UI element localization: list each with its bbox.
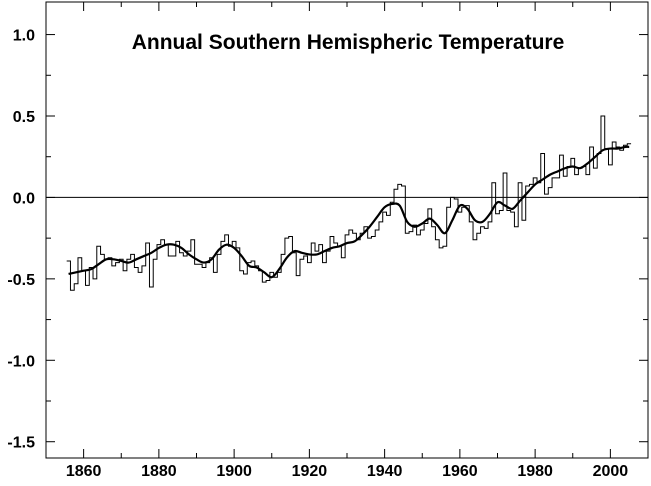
plot-frame [45, 1, 649, 459]
x-tick-label: 1860 [66, 463, 102, 480]
chart-title: Annual Southern Hemispheric Temperature [132, 31, 565, 54]
x-tick-label: 2000 [593, 463, 629, 480]
y-tick-label: 1.0 [13, 28, 35, 45]
x-tick-label: 1920 [292, 463, 328, 480]
smoothed-trend-line [68, 145, 630, 279]
y-tick-label: -0.5 [7, 272, 35, 289]
x-tick-label: 1940 [367, 463, 403, 480]
y-tick-label: -1.0 [7, 353, 35, 370]
x-axis: 1860 1880 1900 1920 1940 1960 1980 2000 [66, 2, 649, 480]
y-tick-label: 0.5 [13, 109, 35, 126]
y-tick-label: 0.0 [13, 190, 35, 207]
annual-step-series [66, 115, 632, 291]
y-tick-label: -1.5 [7, 435, 35, 452]
x-tick-label: 1900 [216, 463, 252, 480]
x-tick-label: 1880 [141, 463, 177, 480]
y-axis: 1.0 0.5 0.0 -0.5 -1.0 -1.5 [7, 28, 648, 452]
x-tick-label: 1960 [442, 463, 478, 480]
x-tick-label: 1980 [517, 463, 553, 480]
